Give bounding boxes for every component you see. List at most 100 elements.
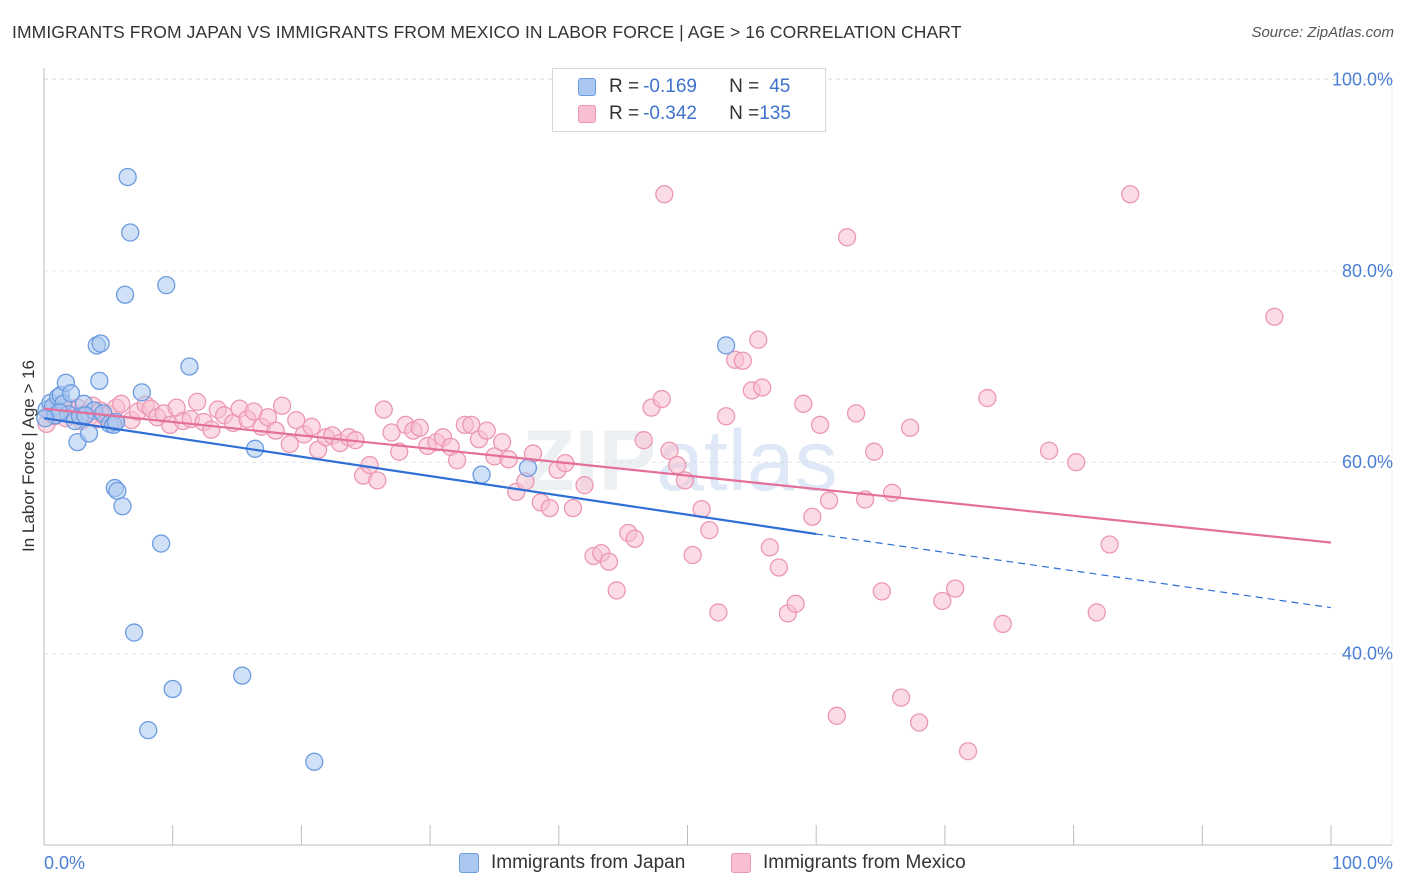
mexico-point [382,423,401,442]
mexico-point [749,330,768,349]
legend-mexico-swatch [731,853,751,873]
mexico-point [910,713,929,732]
legend-japan-label: Immigrants from Japan [491,852,686,873]
mexico-point [978,388,997,408]
mexico-point [575,476,594,495]
legend-mexico-label: Immigrants from Mexico [763,852,966,873]
mexico-point [769,558,789,577]
mexico-point [1067,453,1086,472]
legend-item-mexico[interactable]: Immigrants from Mexico [731,852,966,874]
mexico-point [1039,441,1059,460]
mexico-point [668,455,687,475]
mexico-point [188,392,207,412]
mexico-point [700,520,719,540]
mexico-point [827,706,846,725]
mexico-point [901,418,920,437]
mexico-point [760,538,780,557]
mexico-r-label: R = [609,102,640,124]
mexico-point [477,421,496,440]
mexico-point [599,552,619,571]
mexico-point [287,410,306,430]
mexico-n-label: N = [729,102,760,124]
japan-point [180,357,199,376]
mexico-point [390,442,409,461]
mexico-point [872,582,891,601]
mexico-point [864,442,884,461]
trend-lines [43,407,1332,609]
mexico-point [112,394,131,413]
mexico-point [1265,307,1284,326]
japan-point [518,458,538,478]
y-tick-label: 40.0% [1342,644,1393,664]
mexico-point [266,421,285,440]
japan-r-label: R = [609,75,640,97]
japan-swatch [578,77,596,96]
japan-trend-extension [816,533,1332,609]
japan-point [132,383,151,402]
mexico-point [837,228,857,247]
mexico-point [958,742,978,761]
mexico-point [302,417,321,436]
mexico-point [803,507,822,526]
mexico-point [716,407,736,426]
mexico-point [733,351,752,370]
series-legend: Immigrants from Japan Immigrants from Me… [0,850,1406,880]
mexico-point [683,545,702,565]
watermark-atlas: atlas [656,413,838,509]
legend-item-japan[interactable]: Immigrants from Japan [459,852,685,874]
japan-point [121,223,140,242]
mexico-point [499,450,518,469]
mexico-point [493,432,512,452]
y-tick-label: 100.0% [1332,69,1393,89]
x-tick-label-max: 100.0% [1332,853,1393,873]
stats-row-japan: R = -0.169 N = 45 [553,73,790,100]
mexico-point [625,529,644,548]
japan-r-value: -0.169 [643,75,697,97]
japan-point [113,497,132,516]
japan-point [91,334,110,353]
japan-point [61,384,81,403]
source-label: Source: ZipAtlas.com [1251,24,1394,41]
japan-point [90,371,109,391]
japan-point [305,752,324,771]
mexico-point [882,483,902,502]
y-axis-title: In Labor Force | Age > 16 [19,360,38,552]
mexico-point [634,431,653,450]
japan-point [716,336,736,355]
mexico-point [946,579,965,598]
mexico-point [374,400,393,419]
mexico-point [794,394,813,413]
japan-point [472,465,491,484]
chart-title: IMMIGRANTS FROM JAPAN VS IMMIGRANTS FROM… [12,22,962,42]
japan-point [139,721,158,740]
mexico-point [655,185,674,204]
mexico-point [652,389,671,409]
axes [43,68,1392,846]
mexico-point [891,688,911,707]
mexico-point [447,451,467,470]
japan-point [76,406,95,425]
mexico-point [368,471,387,490]
mexico-point [933,591,952,611]
mexico-point [819,491,839,510]
mexico-point [563,498,583,518]
mexico-point [993,614,1012,634]
japan-point [106,412,126,432]
mexico-point [540,498,559,518]
japan-point [118,167,137,187]
mexico-point [752,378,772,397]
japan-n-label: N = [729,75,760,97]
mexico-point [810,415,830,435]
japan-point [157,276,176,295]
x-tick-label-min: 0.0% [44,853,85,873]
mexico-point [786,594,805,613]
mexico-point [202,420,221,439]
mexico-trend-line [43,407,1332,544]
mexico-point [410,418,429,437]
japan-point [79,424,99,443]
stats-row-mexico: R = -0.342 N = 135 [553,100,791,127]
mexico-swatch [578,104,596,123]
japan-point [115,285,135,304]
japan-points [36,167,736,771]
